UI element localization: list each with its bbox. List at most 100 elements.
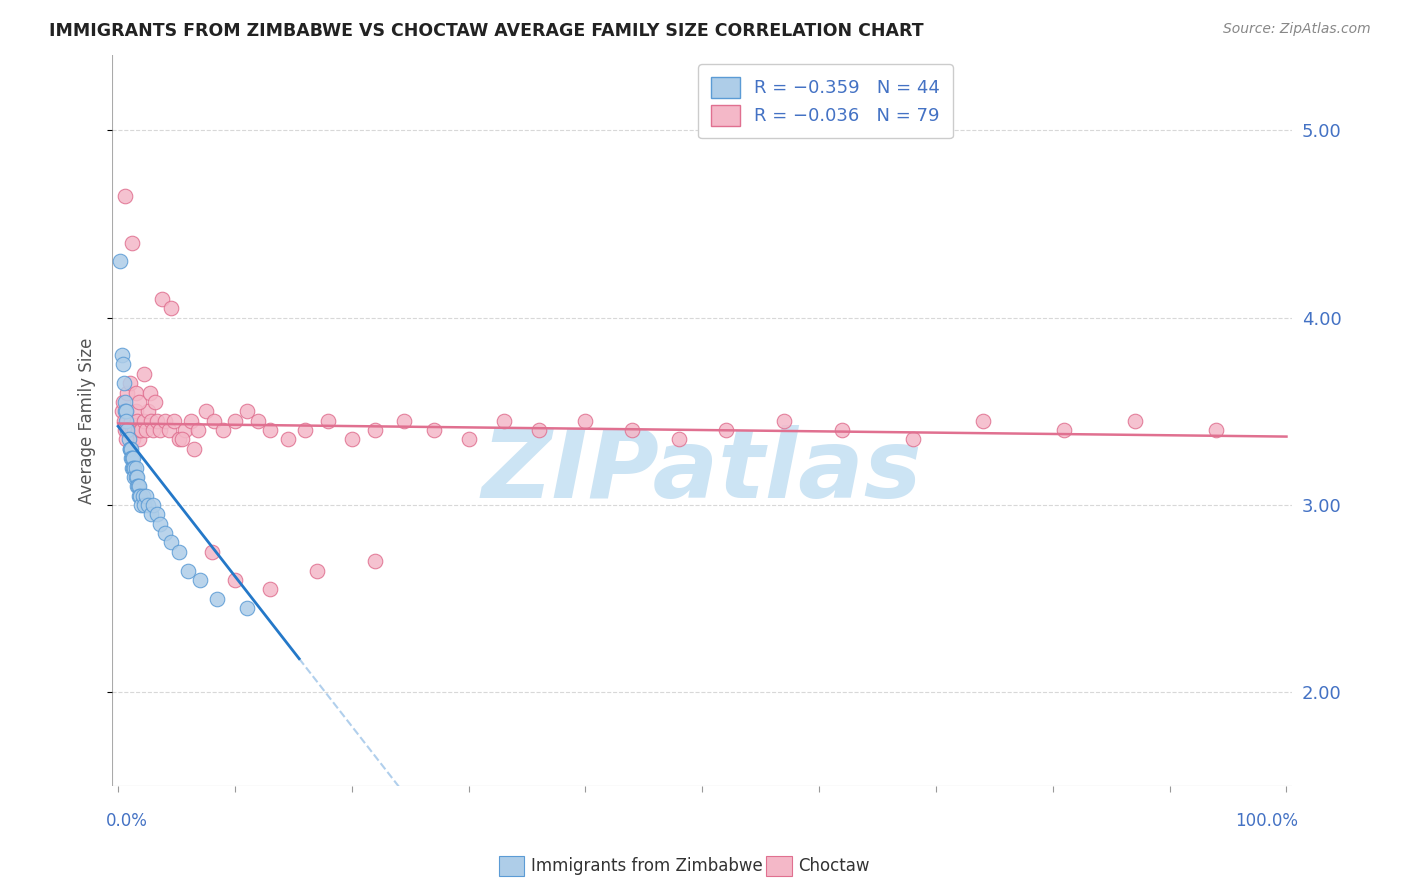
Point	[235, 601, 257, 615]
Point	[422, 423, 444, 437]
Point	[527, 423, 550, 437]
Point	[111, 358, 134, 372]
Point	[124, 385, 146, 400]
Point	[177, 564, 200, 578]
Point	[115, 414, 138, 428]
Point	[202, 414, 225, 428]
Point	[194, 404, 217, 418]
Point	[115, 433, 138, 447]
Point	[128, 479, 150, 493]
Point	[668, 433, 690, 447]
Point	[394, 414, 416, 428]
Point	[121, 235, 143, 250]
Point	[118, 442, 141, 456]
Point	[121, 451, 143, 466]
Point	[145, 508, 167, 522]
Point	[131, 423, 153, 437]
Point	[149, 423, 172, 437]
Point	[122, 433, 145, 447]
Point	[124, 470, 146, 484]
Point	[972, 414, 994, 428]
Point	[114, 423, 136, 437]
Point	[128, 395, 150, 409]
Point	[224, 414, 246, 428]
Point	[124, 470, 146, 484]
Point	[111, 395, 134, 409]
Point	[457, 433, 479, 447]
Point	[124, 404, 146, 418]
Text: 100.0%: 100.0%	[1236, 813, 1298, 830]
Point	[125, 414, 148, 428]
Text: Choctaw: Choctaw	[799, 857, 870, 875]
Point	[112, 376, 135, 391]
Point	[120, 414, 142, 428]
Point	[1053, 423, 1076, 437]
Point	[110, 254, 132, 268]
Point	[117, 385, 139, 400]
Point	[364, 423, 387, 437]
Point	[183, 442, 205, 456]
Point	[131, 498, 153, 512]
Point	[128, 433, 150, 447]
Point	[110, 348, 132, 362]
Point	[117, 423, 139, 437]
Point	[120, 451, 142, 466]
Point	[125, 470, 148, 484]
Point	[305, 564, 328, 578]
Point	[492, 414, 515, 428]
Point	[167, 433, 190, 447]
Point	[180, 414, 202, 428]
Point	[188, 573, 211, 587]
Y-axis label: Average Family Size: Average Family Size	[79, 337, 96, 504]
Point	[259, 423, 281, 437]
Point	[153, 414, 176, 428]
Point	[142, 498, 165, 512]
Point	[247, 414, 270, 428]
Point	[115, 404, 138, 418]
Point	[114, 395, 136, 409]
Point	[186, 423, 208, 437]
Point	[224, 573, 246, 587]
Point	[200, 545, 222, 559]
Point	[259, 582, 281, 597]
Text: ZIPatlas: ZIPatlas	[482, 425, 922, 518]
Point	[135, 423, 157, 437]
Point	[124, 460, 146, 475]
Point	[153, 526, 176, 541]
Point	[122, 460, 145, 475]
Legend: R = −0.359   N = 44, R = −0.036   N = 79: R = −0.359 N = 44, R = −0.036 N = 79	[699, 64, 953, 138]
Point	[118, 423, 141, 437]
Point	[122, 451, 145, 466]
Point	[159, 423, 181, 437]
Text: Source: ZipAtlas.com: Source: ZipAtlas.com	[1223, 22, 1371, 37]
Point	[235, 404, 257, 418]
Point	[114, 404, 136, 418]
Point	[159, 301, 181, 316]
Point	[132, 367, 155, 381]
Point	[120, 442, 142, 456]
Point	[149, 516, 172, 531]
Point	[621, 423, 644, 437]
Point	[574, 414, 596, 428]
Point	[152, 292, 174, 306]
Point	[167, 545, 190, 559]
Point	[118, 442, 141, 456]
Point	[294, 423, 316, 437]
Point	[132, 498, 155, 512]
Text: IMMIGRANTS FROM ZIMBABWE VS CHOCTAW AVERAGE FAMILY SIZE CORRELATION CHART: IMMIGRANTS FROM ZIMBABWE VS CHOCTAW AVER…	[49, 22, 924, 40]
Point	[773, 414, 796, 428]
Point	[117, 414, 139, 428]
Text: Immigrants from Zimbabwe: Immigrants from Zimbabwe	[531, 857, 763, 875]
Point	[127, 479, 149, 493]
Point	[112, 414, 135, 428]
Point	[129, 489, 152, 503]
Point	[318, 414, 340, 428]
Point	[110, 404, 132, 418]
Point	[125, 479, 148, 493]
Point	[118, 376, 141, 391]
Point	[340, 433, 363, 447]
Point	[831, 423, 853, 437]
Point	[124, 423, 146, 437]
Point	[124, 460, 146, 475]
Point	[163, 414, 186, 428]
